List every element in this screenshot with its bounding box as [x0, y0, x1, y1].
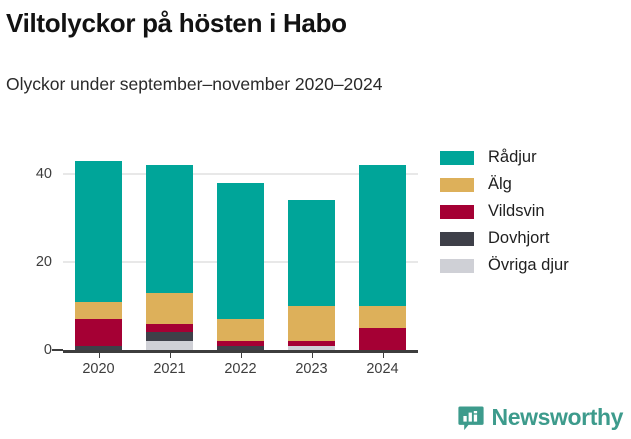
chart-subtitle: Olyckor under september–november 2020–20… [6, 74, 383, 94]
legend-item[interactable]: Rådjur [440, 144, 569, 171]
bar-segment[interactable] [359, 328, 406, 350]
bar-segment[interactable] [217, 319, 264, 342]
x-axis-tick-label: 2021 [153, 361, 186, 377]
bar-segment[interactable] [146, 165, 193, 293]
bar-stack[interactable] [75, 160, 122, 350]
newsworthy-logo: Newsworthy [457, 404, 624, 431]
bar-segment[interactable] [146, 323, 193, 333]
bar-segment[interactable] [146, 292, 193, 324]
x-axis-tick-label: 2024 [366, 361, 399, 377]
legend-item[interactable]: Övriga djur [440, 252, 569, 279]
logo-wordmark: Newsworthy [491, 404, 624, 430]
y-axis-tick-label: 20 [35, 254, 52, 270]
bar-stack[interactable] [217, 156, 264, 350]
legend-color-swatch [440, 150, 474, 165]
bar-stack[interactable] [146, 165, 193, 350]
legend-item-label: Vildsvin [488, 202, 545, 220]
bar-chart-speech-bubble-icon [457, 406, 484, 430]
bar-segment[interactable] [288, 306, 335, 342]
legend-color-swatch [440, 177, 474, 192]
bar-segment[interactable] [75, 319, 122, 346]
bar-segment[interactable] [75, 160, 122, 302]
bar-segment[interactable] [146, 332, 193, 342]
bar-segment[interactable] [217, 345, 264, 350]
bar-segment[interactable] [288, 341, 335, 346]
legend-item[interactable]: Älg [440, 171, 569, 198]
x-axis-tick-label: 2020 [82, 361, 115, 377]
x-axis-tick-label: 2023 [295, 361, 328, 377]
x-axis-tick-label: 2022 [224, 361, 257, 377]
x-axis-tick [98, 352, 101, 358]
bar-segment[interactable] [217, 341, 264, 346]
legend-color-swatch [440, 204, 474, 219]
legend-item-label: Övriga djur [488, 256, 569, 274]
bar-segment[interactable] [359, 165, 406, 306]
bar-segment[interactable] [359, 306, 406, 328]
bar-stack[interactable] [288, 200, 335, 350]
y-axis-tick-label: 0 [43, 342, 52, 358]
y-axis-zero-tick [52, 349, 63, 351]
chart-legend: Rådjur Älg Vildsvin Dovhjort Övriga djur [440, 144, 569, 279]
x-axis-tick [311, 352, 314, 358]
legend-color-swatch [440, 231, 474, 246]
x-axis-tick [169, 352, 172, 358]
bar-segment[interactable] [288, 200, 335, 306]
x-axis-tick [382, 352, 385, 358]
legend-color-swatch [440, 258, 474, 273]
x-axis-line [63, 350, 418, 353]
bar-segment[interactable] [75, 345, 122, 350]
bar-segment[interactable] [146, 341, 193, 350]
bar-segment[interactable] [288, 345, 335, 350]
bar-segment[interactable] [217, 182, 264, 320]
legend-item[interactable]: Vildsvin [440, 198, 569, 225]
bar-segment[interactable] [75, 301, 122, 320]
y-axis-tick-label: 40 [35, 166, 52, 182]
legend-item-label: Älg [488, 175, 512, 193]
legend-item[interactable]: Dovhjort [440, 225, 569, 252]
legend-item-label: Rådjur [488, 148, 537, 166]
legend-item-label: Dovhjort [488, 229, 550, 247]
page-title: Viltolyckor på hösten i Habo [6, 8, 347, 38]
gridline [63, 173, 418, 175]
bar-stack[interactable] [359, 165, 406, 350]
x-axis-tick [240, 352, 243, 358]
